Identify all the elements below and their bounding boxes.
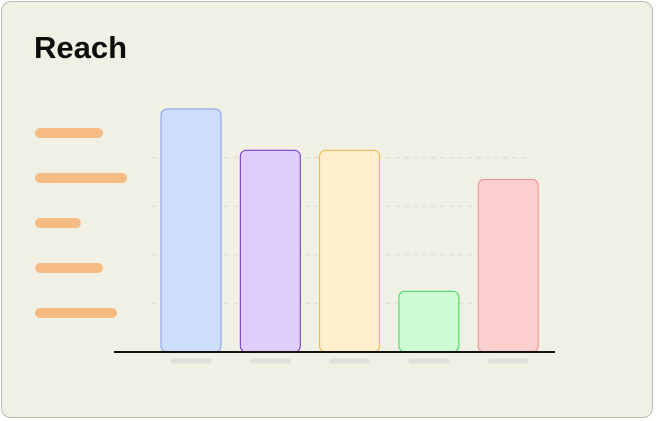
- bar-5: [477, 178, 539, 353]
- bar-1: [160, 108, 222, 353]
- bar-3: [319, 149, 381, 353]
- chart-title: Reach: [34, 30, 128, 65]
- bar-4: [398, 290, 460, 353]
- bar-2: [239, 149, 301, 353]
